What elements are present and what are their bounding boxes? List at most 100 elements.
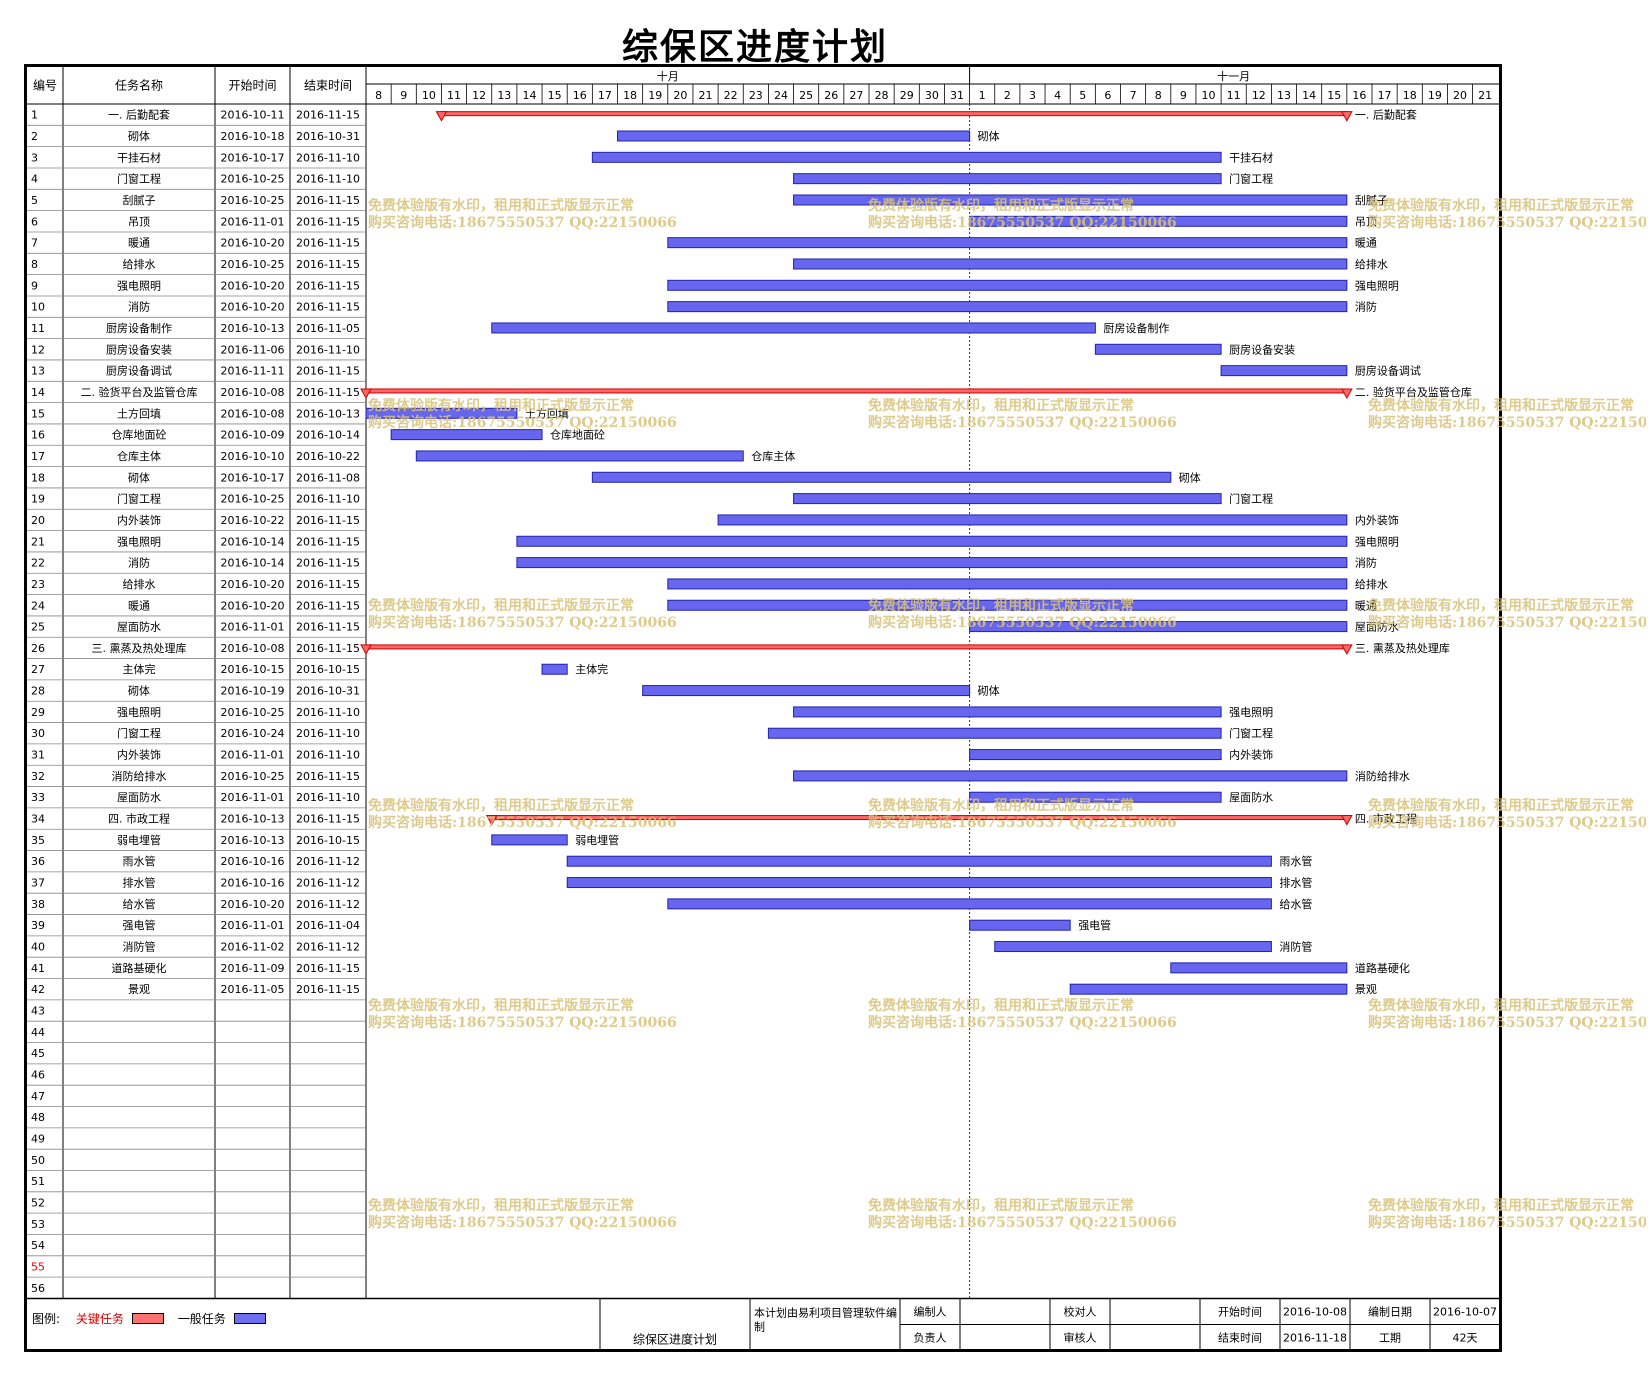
- task-end: 2016-11-15: [296, 258, 360, 271]
- summary-start-marker: [435, 111, 448, 122]
- task-name: 给水管: [123, 897, 156, 911]
- day-label: 24: [774, 89, 788, 102]
- row-number: 18: [31, 471, 45, 484]
- task-end: 2016-11-15: [296, 599, 360, 612]
- watermark: 免费体验版有水印，租用和正式版显示正常 购买咨询电话:18675550537 QQ…: [1368, 1198, 1646, 1232]
- bar-label: 暖通: [1355, 237, 1377, 250]
- row-number: 4: [31, 173, 38, 186]
- task-name: 厨房设备调试: [106, 364, 172, 378]
- row-number: 21: [31, 535, 45, 548]
- task-end: 2016-11-12: [296, 941, 360, 954]
- task-end: 2016-11-15: [296, 983, 360, 996]
- bar-label: 砌体: [978, 129, 1000, 143]
- watermark-line2: 购买咨询电话:18675550537 QQ:22150066: [368, 1215, 677, 1231]
- row-number: 34: [31, 813, 45, 826]
- bar-label: 内外装饰: [1355, 513, 1399, 527]
- watermark-line1: 免费体验版有水印，租用和正式版显示正常: [368, 598, 634, 614]
- row-number: 51: [31, 1175, 45, 1188]
- row-number: 41: [31, 962, 45, 975]
- footer-duration-label: 工期: [1379, 1331, 1401, 1344]
- watermark-line2: 购买咨询电话:18675550537 QQ:22150066: [368, 415, 677, 431]
- task-bar: [1094, 343, 1222, 355]
- bar-label: 排水管: [1279, 876, 1312, 890]
- task-start: 2016-10-13: [221, 813, 285, 826]
- task-end: 2016-10-31: [296, 130, 360, 143]
- watermark: 免费体验版有水印，租用和正式版显示正常 购买咨询电话:18675550537 QQ…: [868, 598, 1177, 632]
- task-start: 2016-10-20: [221, 301, 285, 314]
- task-bar: [591, 151, 1222, 163]
- task-bar: [642, 685, 971, 697]
- task-start: 2016-11-01: [221, 749, 285, 762]
- watermark: 免费体验版有水印，租用和正式版显示正常 购买咨询电话:18675550537 QQ…: [368, 1198, 677, 1232]
- day-label: 21: [1478, 89, 1492, 102]
- day-label: 6: [1104, 89, 1111, 102]
- row-number: 48: [31, 1111, 45, 1124]
- watermark-line1: 免费体验版有水印，租用和正式版显示正常: [1368, 198, 1634, 214]
- watermark: 免费体验版有水印，租用和正式版显示正常 购买咨询电话:18675550537 QQ…: [368, 998, 677, 1032]
- task-start: 2016-10-17: [221, 471, 285, 484]
- day-label: 23: [749, 89, 763, 102]
- task-end: 2016-11-08: [296, 471, 360, 484]
- watermark: 免费体验版有水印，租用和正式版显示正常 购买咨询电话:18675550537 QQ…: [1368, 398, 1646, 432]
- task-start: 2016-10-09: [221, 429, 285, 442]
- row-number: 25: [31, 621, 45, 634]
- task-name: 厨房设备制作: [106, 321, 172, 335]
- row-number: 36: [31, 855, 45, 868]
- task-name: 排水管: [123, 876, 156, 890]
- task-name: 砌体: [128, 129, 150, 143]
- task-name: 暖通: [128, 237, 150, 250]
- row-number: 33: [31, 791, 45, 804]
- bar-label: 消防给排水: [1355, 769, 1410, 783]
- watermark: 免费体验版有水印，租用和正式版显示正常 购买咨询电话:18675550537 QQ…: [868, 798, 1177, 832]
- task-name: 仓库地面砼: [112, 428, 167, 442]
- task-bar: [793, 706, 1222, 718]
- day-label: 3: [1029, 89, 1036, 102]
- row-number: 12: [31, 343, 45, 356]
- task-bar: [793, 258, 1348, 270]
- day-label: 10: [1202, 89, 1216, 102]
- day-label: 22: [724, 89, 738, 102]
- task-bar: [365, 407, 518, 419]
- task-start: 2016-10-16: [221, 855, 285, 868]
- watermark-line1: 免费体验版有水印，租用和正式版显示正常: [868, 798, 1134, 814]
- day-label: 7: [1130, 89, 1137, 102]
- task-bar: [667, 578, 1348, 590]
- task-start: 2016-11-11: [221, 365, 285, 378]
- task-end: 2016-11-15: [296, 215, 360, 228]
- task-name: 砌体: [128, 470, 150, 484]
- row-number: 5: [31, 194, 38, 207]
- watermark-line1: 免费体验版有水印，租用和正式版显示正常: [368, 998, 634, 1014]
- task-bar: [793, 493, 1222, 505]
- watermark-line2: 购买咨询电话:18675550537 QQ:22150066: [1368, 215, 1646, 231]
- task-bar: [667, 279, 1348, 291]
- task-bar: [969, 215, 1348, 227]
- page-title: 综保区进度计划: [621, 26, 888, 68]
- day-label: 20: [673, 89, 687, 102]
- row-number: 56: [31, 1282, 45, 1295]
- row-number: 49: [31, 1133, 45, 1146]
- task-name: 门窗工程: [117, 172, 161, 186]
- task-end: 2016-11-15: [296, 557, 360, 570]
- day-label: 26: [824, 89, 838, 102]
- bar-label: 给排水: [1355, 257, 1388, 271]
- watermark-line2: 购买咨询电话:18675550537 QQ:22150066: [1368, 415, 1646, 431]
- task-name: 内外装饰: [117, 748, 161, 762]
- bar-label: 主体完: [575, 662, 608, 676]
- task-end: 2016-11-10: [296, 151, 360, 164]
- watermark-line2: 购买咨询电话:18675550537 QQ:22150066: [1368, 815, 1646, 831]
- task-name: 一. 后勤配套: [108, 109, 170, 122]
- bar-label: 内外装饰: [1229, 748, 1273, 762]
- task-bar: [516, 535, 1348, 547]
- bar-label: 消防管: [1279, 940, 1312, 954]
- day-label: 14: [522, 89, 536, 102]
- row-number: 39: [31, 919, 45, 932]
- bar-label: 三. 熏蒸及热处理库: [1355, 642, 1450, 655]
- row-number: 40: [31, 941, 45, 954]
- watermark-line1: 免费体验版有水印，租用和正式版显示正常: [1368, 598, 1634, 614]
- task-start: 2016-10-15: [221, 663, 285, 676]
- row-number: 1: [31, 109, 38, 122]
- day-label: 14: [1302, 89, 1316, 102]
- task-bar: [1170, 962, 1348, 974]
- watermark-line2: 购买咨询电话:18675550537 QQ:22150066: [368, 815, 677, 831]
